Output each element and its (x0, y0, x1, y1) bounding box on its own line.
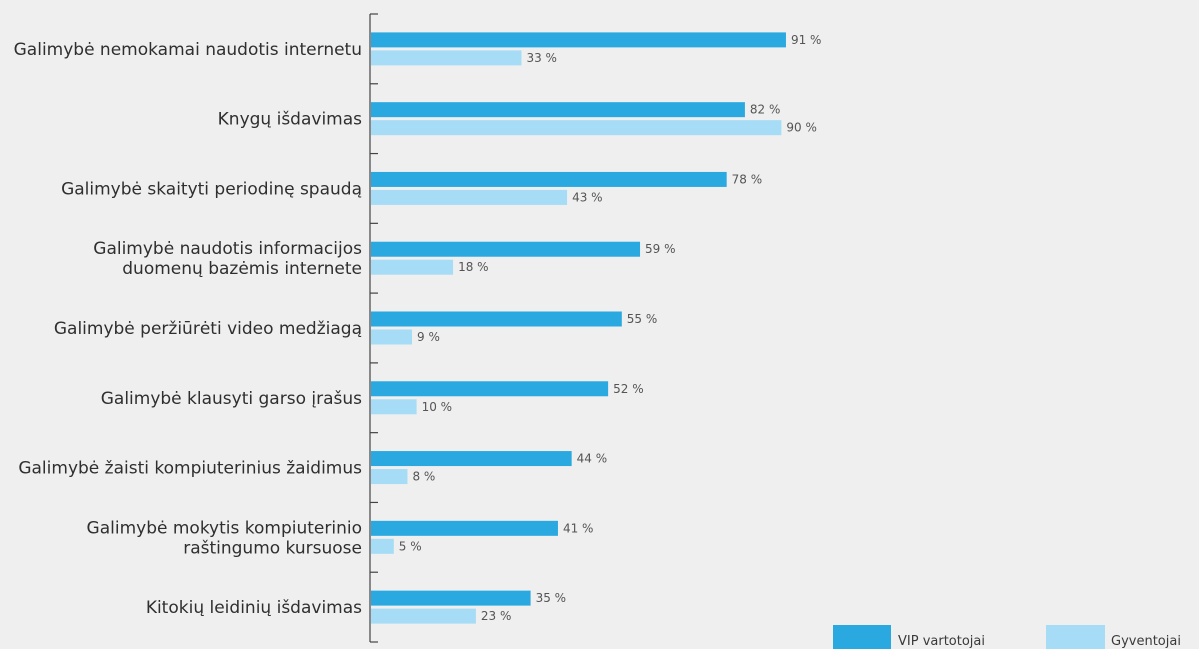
bar-vip (371, 241, 641, 257)
bar-vip (371, 311, 622, 327)
bar-vip (371, 590, 531, 606)
bar-gyventojai (371, 469, 408, 485)
data-label: 18 % (458, 260, 489, 274)
data-label: 23 % (481, 609, 512, 623)
axis-layer (369, 13, 378, 643)
category-label: Galimybė skaityti periodinę spaudą (61, 179, 362, 199)
category-label: raštingumo kursuose (183, 538, 362, 558)
bar-vip (371, 102, 745, 118)
data-label: 35 % (536, 591, 567, 605)
data-label: 59 % (645, 242, 676, 256)
data-label: 78 % (732, 172, 763, 186)
bar-gyventojai (371, 538, 394, 554)
data-label: 9 % (417, 330, 440, 344)
data-label: 82 % (750, 103, 781, 117)
bar-gyventojai (371, 120, 782, 136)
data-label: 44 % (577, 452, 608, 466)
data-label: 43 % (572, 190, 603, 204)
data-label: 33 % (526, 51, 557, 65)
bar-vip (371, 381, 609, 397)
data-label: 55 % (627, 312, 658, 326)
bar-vip (371, 171, 727, 187)
legend-swatch (1046, 625, 1105, 649)
bar-gyventojai (371, 189, 568, 205)
data-label: 8 % (412, 470, 435, 484)
legend-label: Gyventojai (1111, 634, 1181, 649)
data-label: 10 % (422, 400, 453, 414)
category-label: Galimybė peržiūrėti video medžiagą (54, 319, 362, 339)
legend: VIP vartotojai Gyventojai (833, 625, 1181, 649)
bar-gyventojai (371, 399, 417, 415)
data-label: 5 % (399, 539, 422, 553)
category-label: Galimybė naudotis informacijos (93, 239, 362, 259)
bar-vip (371, 451, 572, 467)
data-label: 90 % (786, 121, 817, 135)
data-label: 41 % (563, 521, 594, 535)
bar-vip (371, 520, 558, 536)
category-label: duomenų bazėmis internete (122, 259, 362, 279)
category-label: Kitokių leidinių išdavimas (146, 598, 362, 618)
bars-layer (371, 32, 786, 624)
data-label: 91 % (791, 33, 822, 47)
bar-gyventojai (371, 259, 454, 275)
bar-vip (371, 32, 786, 48)
bar-gyventojai (371, 50, 522, 66)
legend-label: VIP vartotojai (898, 634, 985, 649)
bar-gyventojai (371, 329, 413, 345)
category-label: Galimybė klausyti garso įrašus (101, 389, 362, 409)
category-label: Galimybė nemokamai naudotis internetu (14, 40, 362, 60)
legend-swatch (833, 625, 891, 649)
category-label: Galimybė žaisti kompiuterinius žaidimus (18, 459, 362, 479)
bar-gyventojai (371, 608, 476, 624)
data-label: 52 % (613, 382, 644, 396)
category-label: Galimybė mokytis kompiuterinio (87, 518, 362, 538)
labels-layer: 91 % 33 % Galimybė nemokamai naudotis inte… (14, 33, 822, 623)
category-label: Knygų išdavimas (218, 110, 363, 130)
